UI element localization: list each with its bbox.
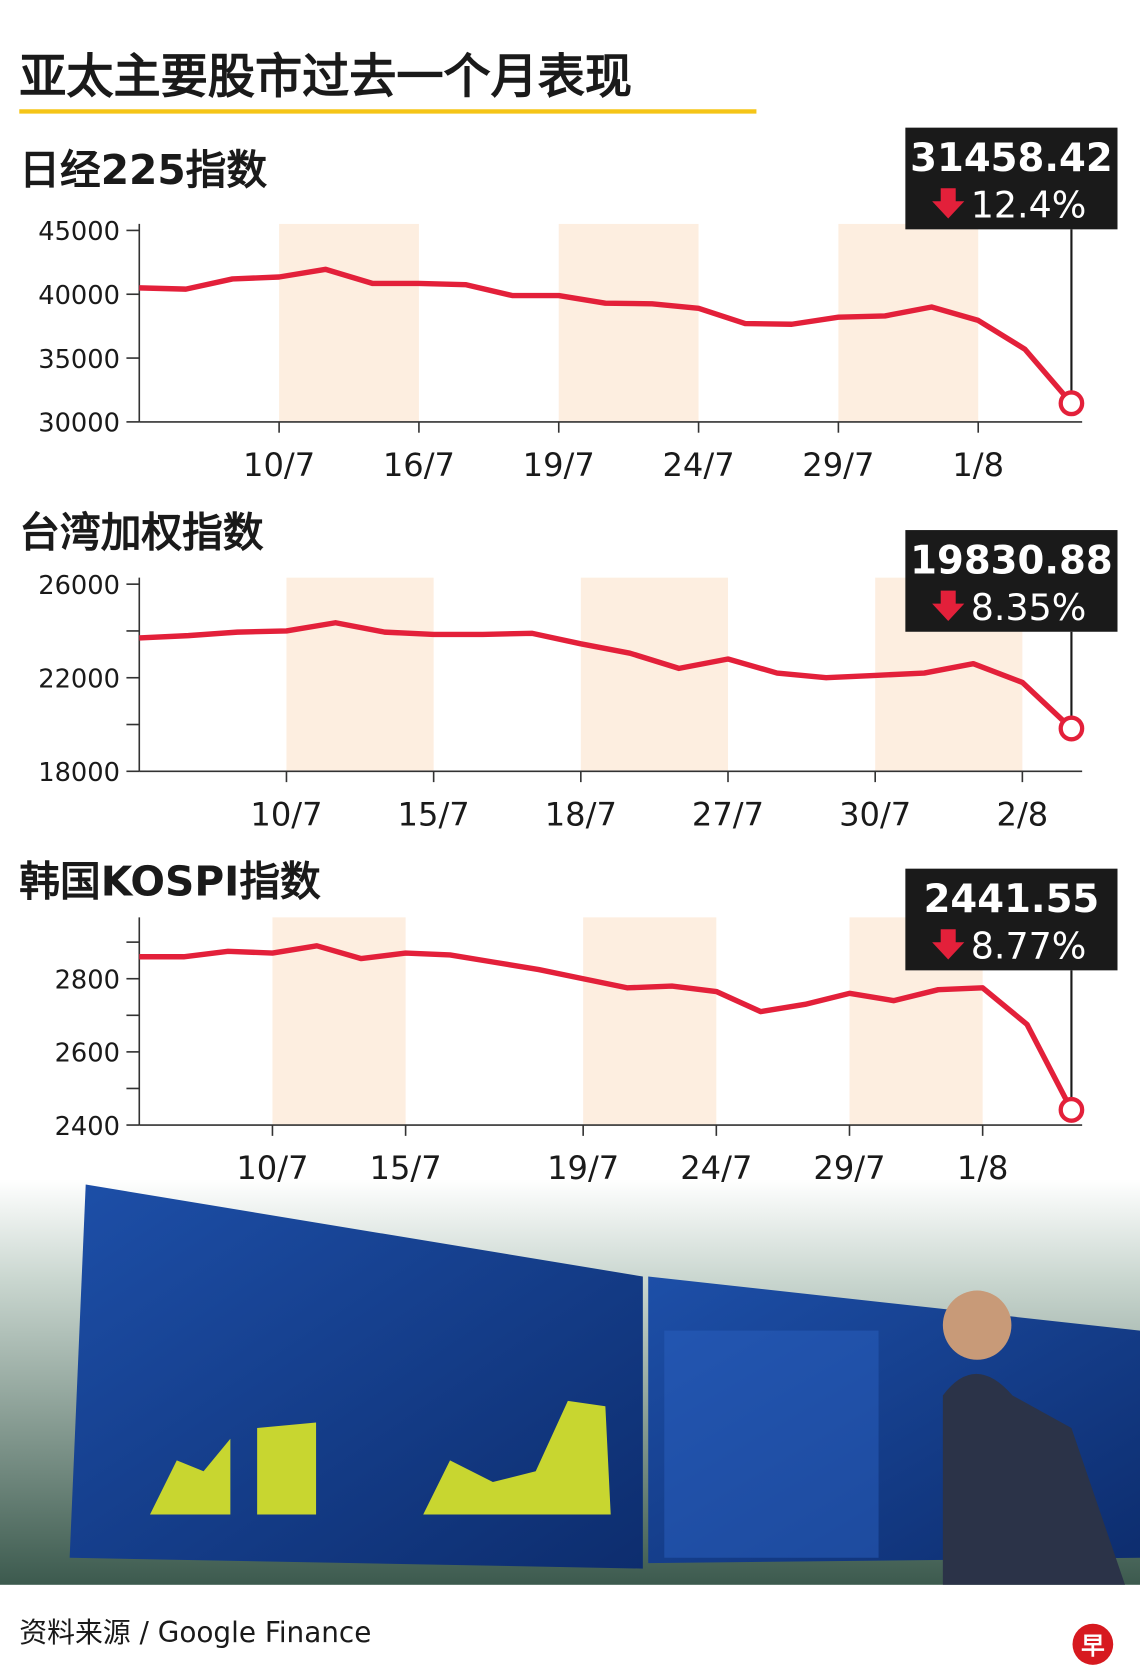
week-shade [558,223,699,422]
x-tick-label: 15/7 [370,1149,442,1187]
y-tick-label: 45000 [38,217,120,247]
person-head [942,1290,1012,1360]
callout-box [905,868,1118,971]
end-point [1058,390,1085,417]
chart-title: 日经225指数 [19,146,267,194]
x-tick-label: 10/7 [236,1149,308,1187]
x-tick-label: 2/8 [997,795,1049,833]
x-tick-label: 29/7 [813,1149,885,1187]
main-title: 亚太主要股市过去一个月表现 [19,50,632,105]
callout-value: 2441.55 [924,877,1100,922]
x-tick-label: 10/7 [243,446,315,484]
logo-badge [1072,1623,1114,1665]
board-chart [423,1400,611,1515]
down-arrow [932,188,965,219]
callout-change: 12.4% [971,183,1087,226]
callout-box [905,530,1118,632]
week-shade [279,223,419,422]
board-table [664,1330,879,1558]
source: 资料来源 / Google Finance [19,1616,371,1649]
person [942,1373,1125,1585]
x-tick-label: 24/7 [662,446,734,484]
index-line [139,620,1074,731]
x-tick-label: 19/7 [547,1149,619,1187]
x-tick-label: 30/7 [839,795,911,833]
chart-title: 韩国KOSPI指数 [19,858,321,906]
index-line [139,943,1074,1112]
board-chart [257,1422,317,1515]
y-tick-label: 40000 [38,281,120,311]
x-tick-label: 29/7 [802,446,874,484]
x-tick-label: 24/7 [680,1149,752,1187]
chart-title: 台湾加权指数 [19,508,263,556]
x-tick-label: 27/7 [692,795,764,833]
end-point [1058,715,1085,742]
photo [0,1179,1140,1585]
y-tick-label: 35000 [38,345,120,375]
end-point [1058,1096,1085,1123]
board-chart [150,1438,231,1515]
x-tick-label: 1/8 [952,446,1004,484]
week-shade [583,917,717,1126]
x-tick-label: 18/7 [545,795,617,833]
y-tick-label: 18000 [38,758,120,788]
y-tick-label: 26000 [38,571,120,601]
callout-value: 19830.88 [910,538,1112,583]
index-line [139,266,1074,406]
y-tick-label: 30000 [38,409,120,439]
callout-change: 8.77% [971,924,1087,967]
week-shade [286,577,434,772]
y-tick-label: 22000 [38,664,120,694]
x-tick-label: 19/7 [523,446,595,484]
y-tick-label: 2400 [55,1112,120,1142]
week-shade [838,223,979,422]
down-arrow [932,590,965,621]
x-tick-label: 15/7 [398,795,470,833]
x-tick-label: 16/7 [383,446,455,484]
week-shade [580,577,729,772]
logo: 早 [1081,1632,1105,1660]
down-arrow [932,929,965,960]
callout-change: 8.35% [971,586,1087,629]
x-tick-label: 10/7 [250,795,322,833]
y-tick-label: 2800 [55,965,120,995]
y-tick-label: 2600 [55,1039,120,1069]
callout-value: 31458.42 [910,136,1112,181]
callout-box [905,127,1118,230]
x-tick-label: 1/8 [957,1149,1009,1187]
